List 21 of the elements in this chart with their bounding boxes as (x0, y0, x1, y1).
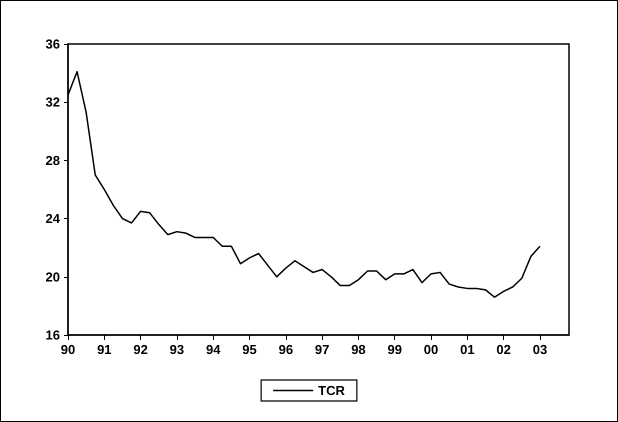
x-tick-label: 02 (496, 342, 511, 357)
x-tick-label: 93 (170, 342, 184, 357)
y-tick-label: 36 (46, 36, 60, 52)
x-tick-label: 00 (424, 342, 438, 357)
x-tick-label: 01 (460, 342, 475, 357)
x-tick-label: 95 (242, 342, 257, 357)
x-tick-label: 94 (206, 342, 222, 357)
x-tick-label: 98 (351, 342, 366, 357)
x-tick-label: 91 (97, 342, 112, 357)
y-tick-label: 16 (46, 328, 60, 342)
x-tick-label: 96 (278, 342, 294, 357)
y-tick-label: 32 (46, 94, 60, 110)
legend-label: TCR (318, 383, 346, 398)
x-tick-label: 97 (314, 342, 330, 357)
x-tick-label: 03 (532, 342, 548, 357)
x-tick-label: 90 (60, 342, 76, 357)
x-tick-label: 99 (388, 342, 402, 357)
y-tick-label: 28 (46, 152, 60, 168)
y-tick-label: 20 (46, 269, 60, 284)
x-tick-label: 92 (133, 342, 148, 357)
y-tick-label: 24 (46, 211, 61, 226)
